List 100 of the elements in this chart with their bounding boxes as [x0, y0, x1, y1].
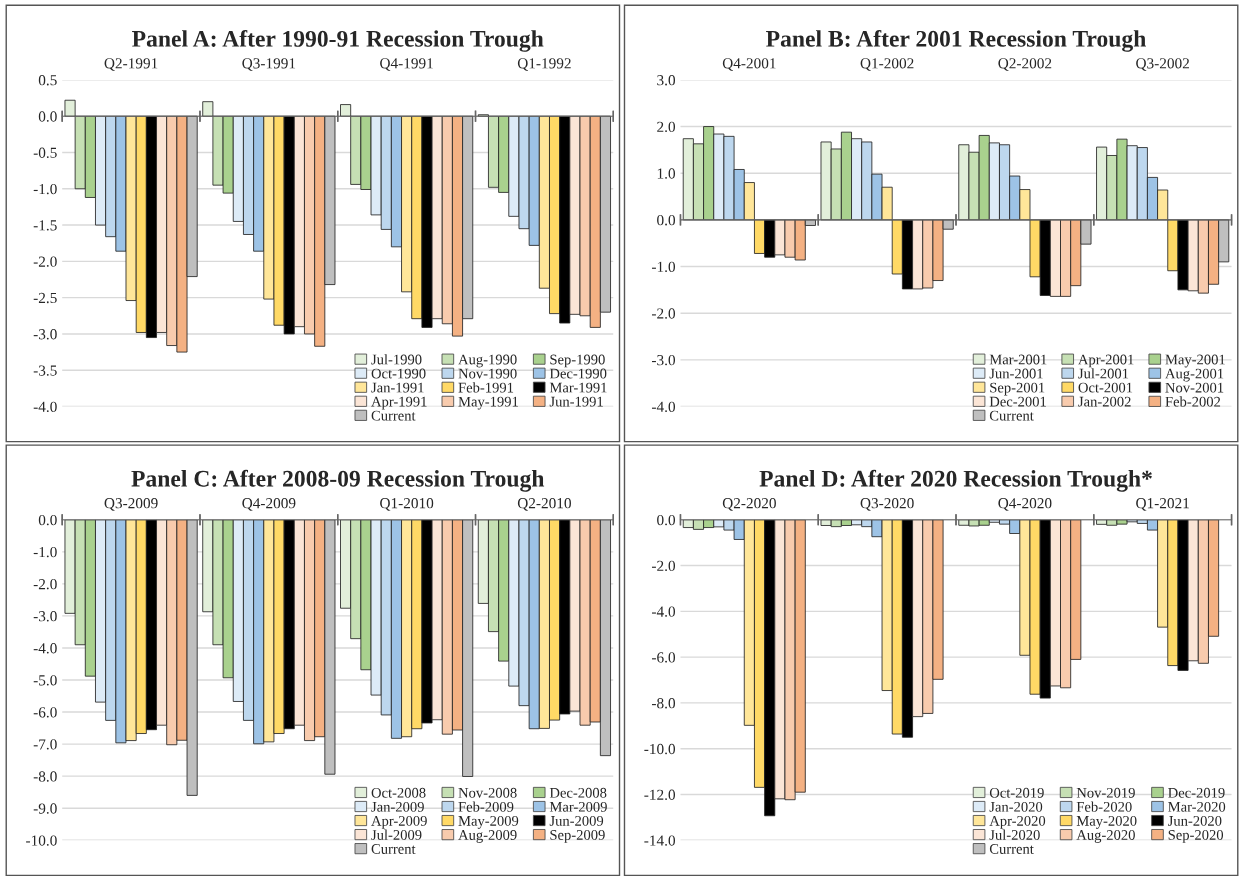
x-tick-label: Q1-2021 [1136, 498, 1189, 511]
x-tick-label: Q2-2002 [998, 58, 1052, 71]
y-tick-label: -1.5 [33, 220, 57, 231]
legend-label: Feb-2009 [458, 801, 514, 812]
x-tick-label: Q2-2010 [517, 498, 571, 511]
x-tick-label: Q3-1991 [242, 58, 296, 71]
x-tick-label: Q1-1992 [517, 58, 571, 71]
legend-label: Current [989, 844, 1034, 854]
y-tick-label: 0.5 [38, 75, 57, 86]
y-tick-label: -1.0 [33, 183, 57, 195]
legend-label: Dec-2001 [989, 396, 1046, 407]
y-tick-label: -12.0 [644, 789, 676, 800]
legend-label: Oct-1990 [371, 368, 426, 379]
legend-label: Nov-2001 [1165, 382, 1224, 393]
legend-label: Aug-2020 [1076, 830, 1135, 843]
legend-label: Jun-2001 [989, 368, 1043, 379]
y-tick-label: 0.0 [657, 215, 676, 226]
y-tick-label: -10.0 [26, 835, 57, 846]
legend-label: Feb-2002 [1165, 396, 1221, 407]
legend-label: Jan-2002 [1078, 396, 1131, 407]
y-tick-label: -9.0 [33, 803, 57, 814]
legend-label: May-1991 [458, 396, 518, 410]
legend-label: Sep-2001 [990, 382, 1045, 396]
legend-label: Current [989, 410, 1034, 421]
legend-label: Nov-2008 [458, 787, 517, 798]
legend-label: Aug-1990 [458, 354, 517, 368]
legend-label: Jul-2001 [1078, 368, 1129, 379]
x-tick-label: Q4-1991 [380, 58, 433, 71]
legend-label: Sep-2020 [1168, 830, 1224, 843]
legend-label: Jun-2009 [549, 815, 604, 826]
legend-label: Dec-1990 [549, 368, 607, 379]
legend-label: Oct-2001 [1078, 382, 1133, 393]
x-tick-label: Q4-2001 [722, 58, 776, 71]
legend-label: Mar-2001 [989, 354, 1047, 365]
chart-title: Panel C: After 2008-09 Recession Trough [131, 469, 545, 492]
y-tick-label: -2.0 [33, 579, 57, 590]
legend-label: Feb-2020 [1076, 801, 1132, 812]
y-tick-label: -2.0 [651, 308, 676, 319]
y-tick-label: -2.0 [651, 560, 676, 572]
legend-label: Oct-2008 [371, 787, 426, 798]
legend-label: Aug-2001 [1165, 368, 1224, 382]
y-tick-label: -5.0 [33, 675, 57, 686]
y-tick-label: -1.0 [33, 546, 57, 558]
legend-label: Current [371, 844, 416, 854]
legend-label: Feb-1991 [458, 382, 514, 393]
legend-label: Jun-2020 [1168, 815, 1222, 826]
y-tick-label: 3.0 [657, 75, 676, 86]
legend-label: Jul-1990 [371, 354, 422, 365]
y-tick-label: -4.0 [33, 401, 57, 413]
y-tick-label: -3.5 [33, 365, 57, 376]
legend-label: Mar-2009 [549, 801, 607, 812]
y-tick-label: 0.0 [38, 111, 57, 122]
legend-label: Jul-2009 [371, 829, 422, 840]
legend-label: May-2020 [1076, 815, 1137, 829]
y-tick-label: -7.0 [33, 739, 57, 750]
y-tick-label: -4.0 [651, 606, 676, 617]
legend-label: Mar-1991 [549, 382, 607, 393]
legend-label: Mar-2020 [1168, 801, 1226, 812]
legend-label: Nov-2019 [1076, 787, 1135, 798]
legend-label: Dec-2019 [1168, 787, 1225, 798]
x-tick-label: Q2-1991 [104, 58, 158, 71]
y-tick-label: -4.0 [33, 643, 57, 654]
legend-label: Sep-1990 [550, 354, 605, 368]
y-tick-label: -1.0 [651, 261, 676, 273]
legend-label: Jun-1991 [549, 396, 603, 407]
legend-label: Oct-2019 [989, 787, 1044, 798]
legend-label: Aug-2009 [458, 830, 517, 843]
x-tick-label: Q1-2002 [860, 58, 914, 71]
y-tick-label: -3.0 [33, 329, 57, 340]
y-tick-label: -10.0 [644, 743, 676, 755]
y-tick-label: -0.5 [33, 147, 57, 158]
legend-label: May-2009 [458, 815, 519, 829]
legend-label: Current [371, 410, 416, 421]
x-tick-label: Q1-2010 [380, 498, 434, 511]
y-tick-label: -6.0 [33, 707, 57, 718]
chart-title: Panel A: After 1990-91 Recession Trough [132, 29, 544, 52]
legend-label: Jan-2009 [371, 801, 424, 812]
legend-label: Apr-1991 [371, 396, 427, 410]
x-tick-label: Q2-2020 [722, 498, 776, 511]
y-tick-label: -8.0 [651, 698, 676, 709]
legend-label: Jul-2020 [989, 829, 1040, 840]
x-tick-label: Q3-2009 [104, 498, 158, 511]
y-tick-label: 2.0 [657, 121, 676, 133]
x-tick-label: Q4-2020 [998, 498, 1052, 511]
legend-label: Jan-1991 [371, 382, 424, 393]
y-tick-label: -2.5 [33, 292, 57, 304]
legend-label: Apr-2020 [989, 815, 1046, 829]
chart-title: Panel B: After 2001 Recession Trough [766, 29, 1146, 52]
y-tick-label: 0.0 [657, 514, 676, 526]
legend-label: May-2001 [1165, 354, 1225, 368]
x-tick-label: Q3-2020 [860, 498, 914, 511]
y-tick-label: 1.0 [657, 168, 676, 179]
y-tick-label: -6.0 [651, 652, 676, 663]
y-tick-label: -3.0 [651, 355, 676, 366]
chart-title: Panel D: After 2020 Recession Trough* [759, 469, 1152, 492]
legend-label: Jan-2020 [989, 801, 1043, 812]
legend-label: Dec-2008 [549, 787, 607, 798]
legend-label: Apr-2001 [1078, 354, 1134, 368]
y-tick-label: -14.0 [644, 835, 676, 846]
x-tick-label: Q3-2002 [1136, 58, 1189, 71]
